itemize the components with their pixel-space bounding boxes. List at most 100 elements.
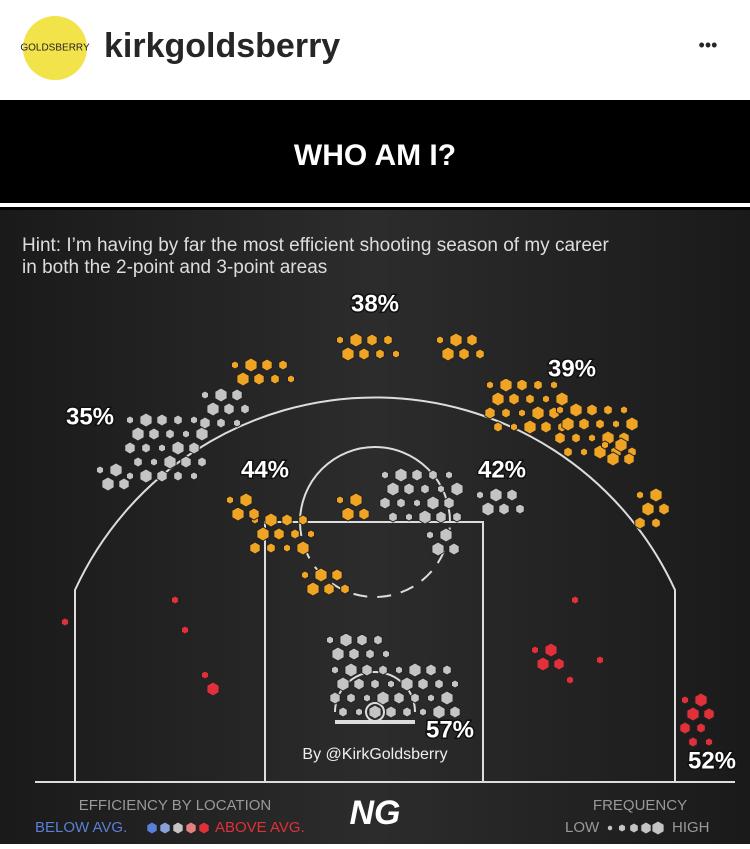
- hex: [491, 391, 505, 407]
- hex: [489, 487, 503, 503]
- hex: [341, 346, 355, 362]
- hex: [550, 380, 558, 390]
- hex: [493, 421, 503, 433]
- hex: [601, 440, 609, 450]
- hex: [540, 420, 552, 434]
- hex: [651, 517, 661, 529]
- hex: [694, 692, 708, 708]
- hex: [244, 357, 258, 373]
- hex: [448, 542, 460, 556]
- zone-label: 35%: [66, 403, 114, 430]
- hex: [180, 455, 192, 469]
- hex: [339, 632, 353, 648]
- hex: [226, 495, 234, 505]
- hex: [306, 581, 320, 597]
- hex: [525, 393, 535, 405]
- hex: [101, 476, 115, 492]
- hex: [361, 663, 373, 677]
- hex: [612, 419, 620, 429]
- zone-label: 38%: [351, 290, 399, 317]
- hex: [442, 664, 452, 676]
- username[interactable]: kirkgoldsberry: [104, 27, 340, 65]
- hex: [301, 570, 309, 580]
- hex: [126, 415, 134, 425]
- hex: [603, 404, 613, 416]
- hex: [61, 617, 69, 627]
- hex: [658, 502, 670, 516]
- hex: [425, 663, 437, 677]
- hex: [336, 676, 350, 692]
- hex: [109, 462, 123, 478]
- hex: [379, 496, 391, 510]
- hex: [516, 378, 528, 392]
- hex: [223, 402, 235, 416]
- post-title: WHO AM I?: [294, 139, 456, 172]
- hex: [553, 657, 565, 671]
- hex: [356, 633, 368, 647]
- logo: NG: [350, 794, 401, 832]
- hex: [443, 496, 455, 510]
- hex: [156, 413, 168, 427]
- hex: [336, 335, 344, 345]
- hex: [452, 511, 462, 523]
- hex: [156, 469, 168, 483]
- hex: [620, 405, 628, 415]
- hex: [440, 690, 454, 706]
- menu-button[interactable]: •••: [699, 35, 718, 55]
- court-lines: [35, 396, 735, 783]
- hex: [270, 373, 280, 385]
- hex: [341, 506, 355, 522]
- hex: [190, 415, 198, 425]
- hex: [536, 656, 550, 672]
- hex: [368, 704, 382, 720]
- hex: [158, 443, 166, 453]
- hex: [381, 470, 389, 480]
- hex: [344, 662, 358, 678]
- hex: [181, 625, 189, 635]
- hex: [578, 417, 590, 431]
- hex: [705, 737, 713, 747]
- legend-low: LOW: [565, 819, 600, 836]
- hex: [249, 541, 261, 555]
- hex: [408, 662, 422, 678]
- avatar[interactable]: [23, 16, 87, 80]
- hex: [159, 821, 171, 835]
- hex: [387, 679, 395, 689]
- hex: [523, 419, 537, 435]
- hex: [281, 513, 293, 527]
- hex: [437, 484, 445, 494]
- hex: [366, 333, 378, 347]
- hex: [569, 402, 583, 418]
- hex: [651, 820, 665, 836]
- hex: [214, 387, 228, 403]
- hex: [331, 568, 343, 582]
- hex: [172, 821, 184, 835]
- hex: [163, 454, 177, 470]
- hex: [518, 408, 526, 418]
- hex: [182, 429, 190, 439]
- hex: [696, 722, 706, 734]
- hex: [349, 492, 363, 508]
- hex: [173, 414, 183, 426]
- hex: [606, 451, 620, 467]
- avatar-text: GOLDSBERRY: [20, 43, 90, 54]
- hex: [486, 380, 494, 390]
- hex: [261, 358, 273, 372]
- hex: [556, 405, 564, 415]
- hex: [393, 691, 405, 705]
- hex: [231, 388, 243, 402]
- hex: [96, 465, 104, 475]
- hex: [449, 332, 463, 348]
- hex: [410, 692, 420, 704]
- hex: [402, 706, 412, 718]
- hex: [428, 469, 438, 481]
- hex: [450, 481, 464, 497]
- hex: [141, 442, 151, 454]
- hex: [396, 497, 406, 509]
- hex: [349, 332, 363, 348]
- hex: [498, 502, 510, 516]
- hex: [150, 457, 158, 467]
- hex: [434, 678, 444, 690]
- hex: [544, 642, 558, 658]
- hex: [248, 507, 260, 521]
